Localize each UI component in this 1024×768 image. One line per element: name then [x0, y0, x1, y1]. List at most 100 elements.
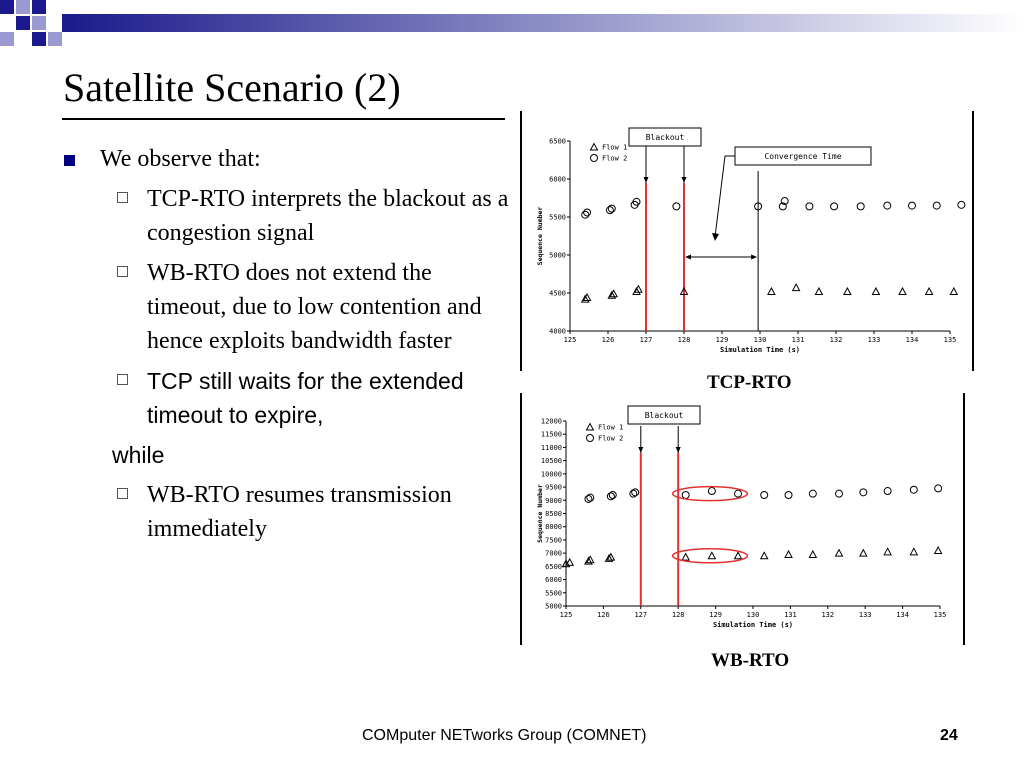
data-point-triangle	[814, 286, 824, 295]
data-point-circle	[583, 208, 592, 217]
tcp-rto-chart: 125 126 127 128 129 130 131 132 133 134 135 4000 450…	[520, 111, 975, 371]
arrowhead-icon	[712, 233, 719, 241]
x-tick-label: 126	[597, 611, 610, 619]
x-tick-label: 132	[830, 336, 843, 344]
data-point-triangle	[707, 551, 717, 560]
arrowhead-icon	[638, 447, 644, 453]
data-point-circle	[957, 200, 966, 209]
data-point-triangle	[924, 286, 934, 295]
data-point-circle	[607, 204, 616, 213]
data-point-circle	[734, 489, 743, 498]
legend-label: Flow 1	[598, 424, 623, 432]
data-point-circle	[808, 489, 817, 498]
data-point-circle	[784, 491, 793, 499]
x-tick-label: 132	[821, 611, 834, 619]
data-point-circle	[629, 489, 638, 498]
data-point-triangle	[606, 552, 616, 561]
y-tick-label: 4000	[549, 328, 566, 336]
sub-bullet-3-continuation: while	[112, 442, 165, 468]
data-point-circle	[835, 489, 844, 498]
y-tick-label: 5000	[545, 603, 562, 611]
data-point-circle	[760, 491, 769, 499]
data-point-circle	[754, 202, 763, 211]
x-tick-label: 127	[634, 611, 647, 619]
data-point-triangle	[634, 284, 643, 293]
data-point-triangle	[898, 286, 907, 295]
data-point-triangle	[580, 294, 590, 303]
convergence-pointer-line	[714, 155, 726, 238]
slide-title: Satellite Scenario (2)	[63, 65, 401, 110]
x-tick-label: 131	[784, 611, 797, 619]
tcp-rto-chart-svg: 125 126 127 128 129 130 131 132 133 134 135 4000 450…	[520, 111, 975, 371]
y-tick-label: 6000	[549, 176, 566, 184]
legend-marker	[590, 154, 598, 162]
arrowhead-icon	[675, 447, 681, 453]
data-point-triangle	[933, 545, 943, 554]
data-point-circle	[883, 201, 892, 210]
arrowhead-icon	[643, 177, 649, 183]
y-tick-label: 11500	[541, 431, 562, 439]
arrowhead-icon	[751, 254, 758, 260]
data-point-triangle	[681, 552, 691, 561]
data-point-triangle	[871, 286, 881, 295]
data-point-circle	[631, 488, 640, 497]
y-tick-label: 11000	[541, 444, 562, 452]
data-point-circle	[780, 197, 789, 206]
data-point-circle	[606, 492, 615, 501]
x-tick-label: 134	[906, 336, 919, 344]
highlight-ellipse	[671, 548, 749, 564]
wb-rto-chart-svg: 125 126 127 128 129 130 131 132 133 134 135 5000 550…	[520, 393, 966, 645]
data-point-triangle	[767, 286, 776, 295]
highlight-ellipse	[671, 485, 749, 502]
data-point-circle	[581, 210, 590, 219]
y-tick-label: 8500	[545, 510, 562, 518]
data-point-triangle	[607, 290, 617, 299]
y-tick-label: 8000	[545, 523, 562, 531]
legend-label: Flow 2	[598, 435, 623, 443]
data-point-triangle	[604, 553, 614, 562]
blackout-label: Blackout	[646, 133, 685, 142]
data-point-triangle	[584, 556, 593, 565]
data-point-triangle	[791, 283, 801, 292]
data-point-circle	[908, 201, 916, 210]
data-point-triangle	[784, 549, 793, 558]
y-tick-label: 10000	[541, 470, 562, 478]
y-tick-label: 9000	[545, 497, 562, 505]
data-point-circle	[778, 202, 787, 211]
y-tick-label: 6500	[545, 563, 562, 571]
y-tick-label: 6000	[545, 576, 562, 584]
data-point-triangle	[582, 293, 592, 302]
x-tick-label: 129	[709, 611, 722, 619]
x-tick-label: 128	[672, 611, 685, 619]
data-point-triangle	[632, 286, 641, 295]
x-tick-label: 126	[602, 336, 615, 344]
data-point-triangle	[759, 551, 769, 560]
blackout-label-box	[627, 405, 701, 425]
data-point-triangle	[585, 555, 595, 564]
x-tick-label: 128	[678, 336, 691, 344]
legend-label: Flow 1	[602, 144, 627, 152]
data-point-circle	[586, 493, 595, 502]
hollow-square-bullet-icon	[117, 192, 128, 203]
data-point-circle	[632, 197, 641, 206]
y-tick-label: 9500	[545, 484, 562, 492]
y-tick-label: 4500	[549, 290, 566, 298]
x-tick-label: 131	[792, 336, 805, 344]
data-point-circle	[830, 202, 839, 211]
data-point-triangle	[883, 547, 892, 556]
plot-background	[520, 393, 966, 645]
data-point-triangle	[949, 286, 959, 295]
data-point-triangle	[843, 286, 852, 295]
sub-bullet-3-text: TCP still waits for the extended timeout…	[147, 368, 464, 428]
square-bullet-icon	[64, 155, 75, 166]
x-axis-label: Simulation Time (s)	[720, 346, 800, 354]
y-tick-label: 6500	[549, 138, 566, 146]
y-tick-label: 5500	[545, 589, 562, 597]
x-tick-label: 129	[716, 336, 729, 344]
y-axis-label: Sequence Number	[536, 207, 544, 266]
data-point-circle	[707, 487, 716, 496]
legend-marker	[589, 142, 599, 151]
hollow-square-bullet-icon	[117, 488, 128, 499]
data-point-circle	[856, 202, 865, 211]
sub-bullet-2-text: WB-RTO does not extend the timeout, due …	[147, 260, 482, 354]
